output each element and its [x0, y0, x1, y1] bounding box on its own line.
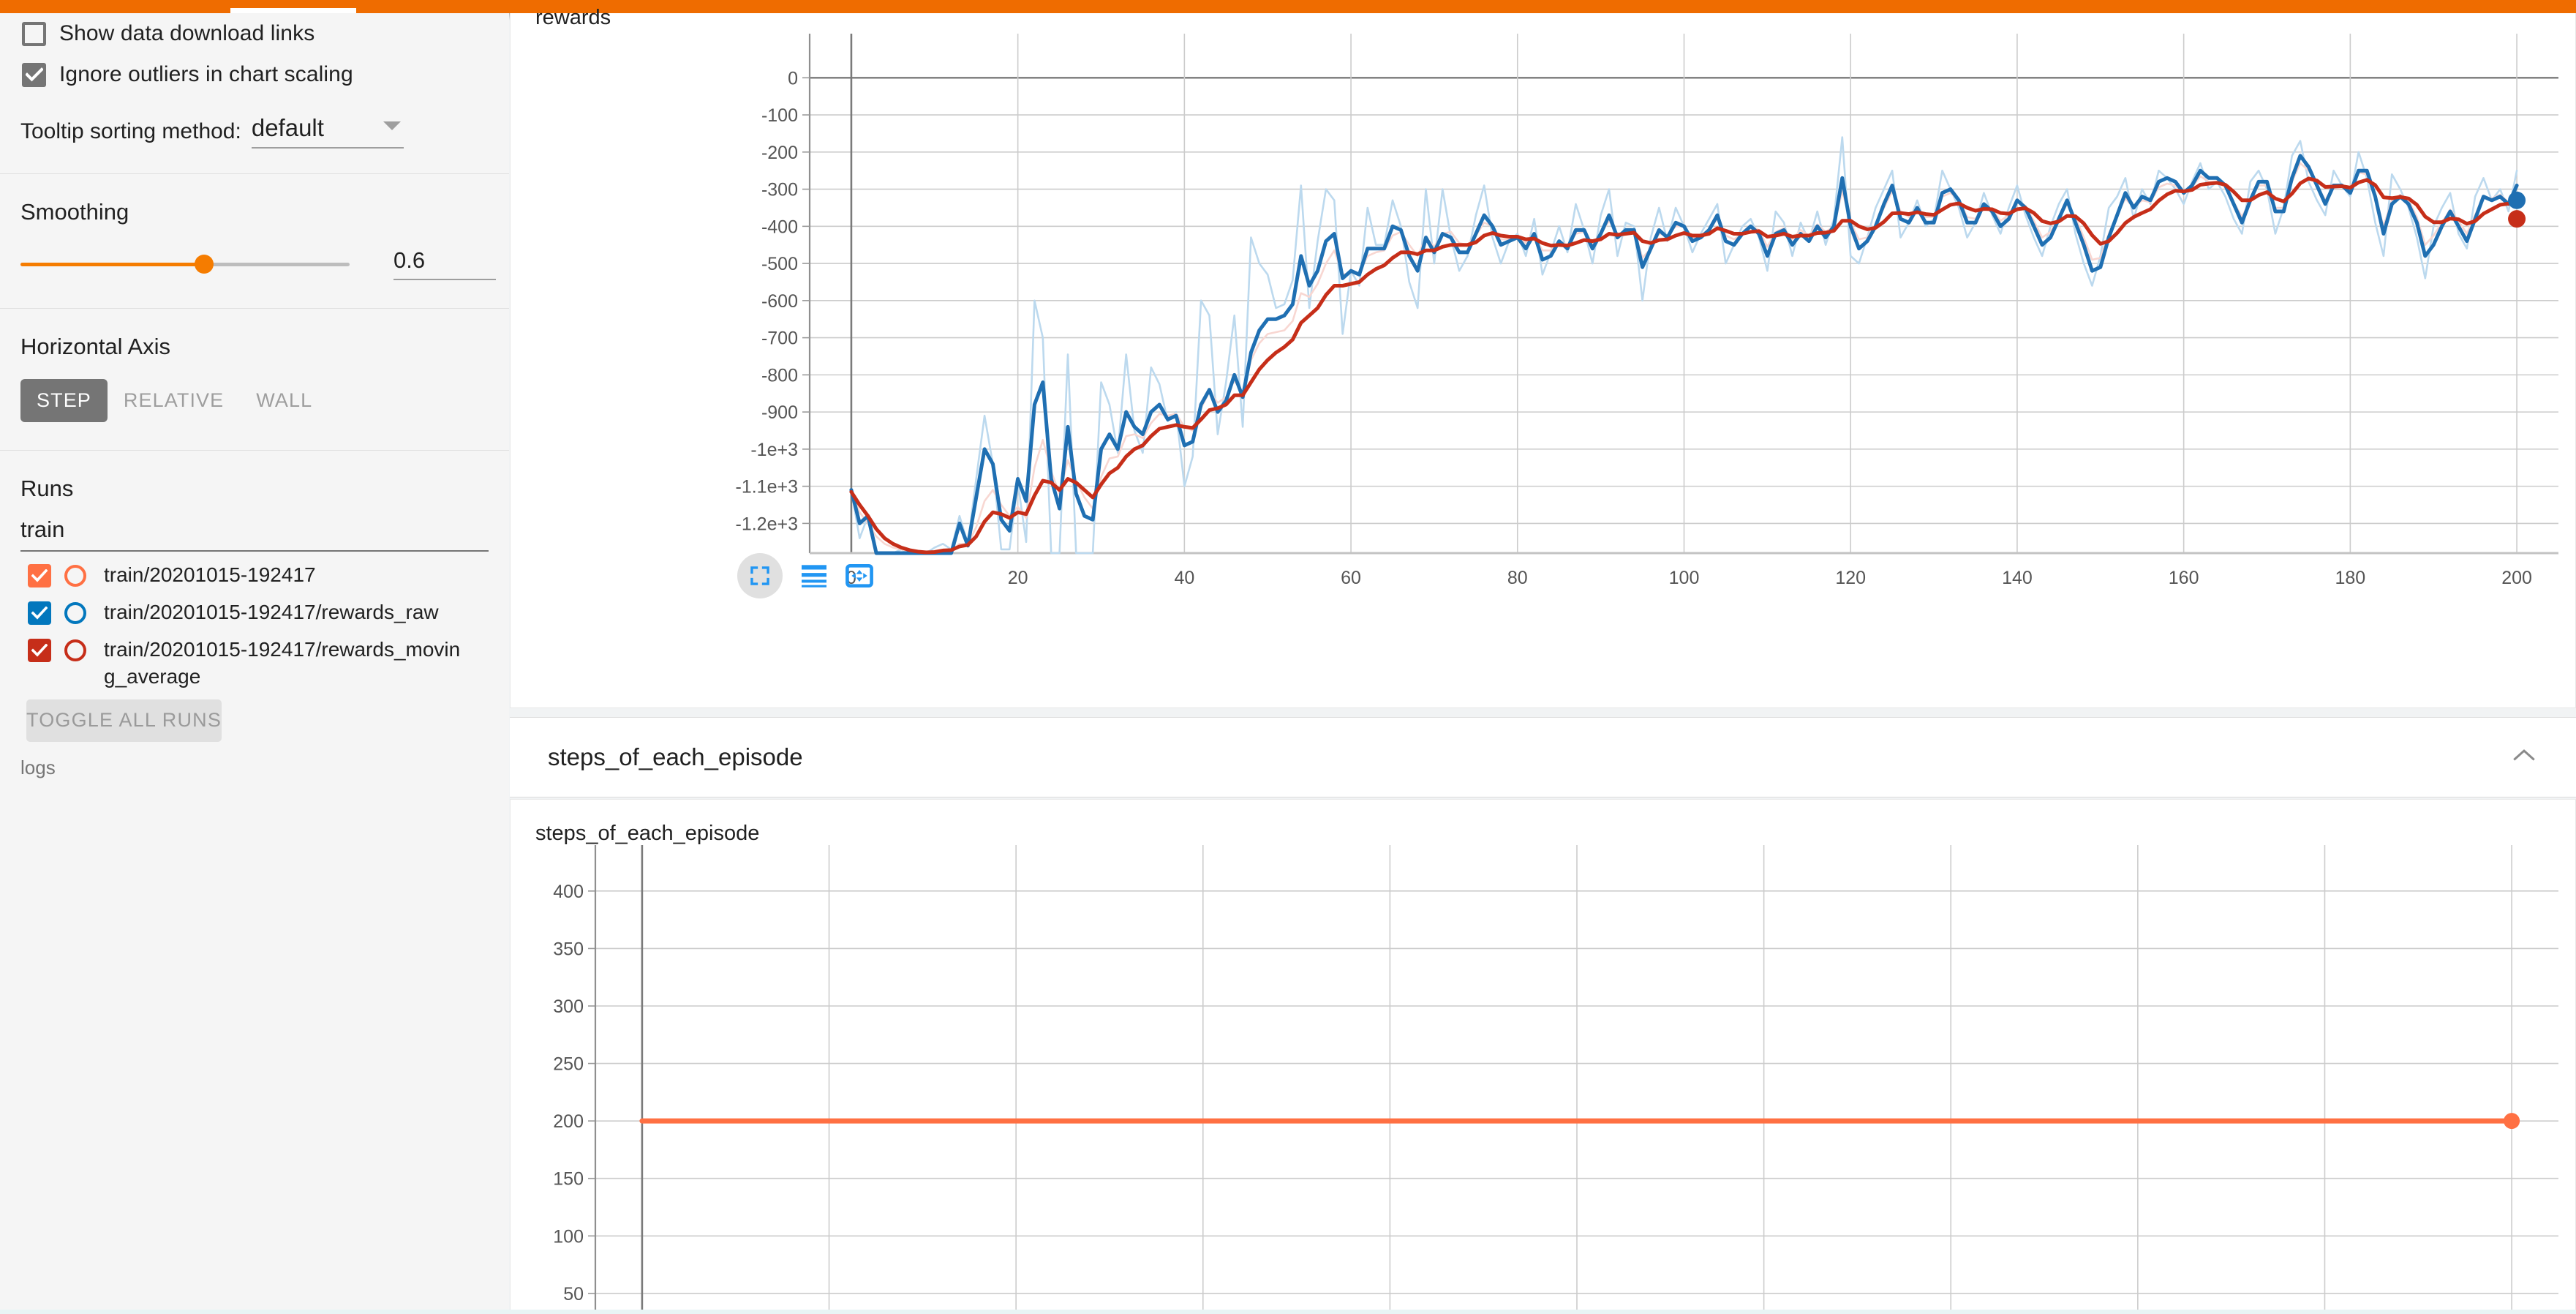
svg-text:100: 100: [553, 1226, 584, 1247]
horizontal-axis-title: Horizontal Axis: [20, 334, 171, 359]
chevron-down-icon[interactable]: [383, 121, 401, 130]
tooltip-sorting-label: Tooltip sorting method:: [20, 119, 241, 143]
svg-text:-400: -400: [761, 217, 798, 237]
svg-text:-1.2e+3: -1.2e+3: [736, 514, 799, 534]
svg-text:60: 60: [1341, 568, 1361, 588]
svg-text:300: 300: [553, 996, 584, 1017]
pan-icon[interactable]: [846, 564, 873, 587]
runs-title: Runs: [20, 476, 74, 501]
svg-text:-700: -700: [761, 328, 798, 349]
run-checkbox-icon[interactable]: [28, 601, 51, 625]
svg-text:-1.1e+3: -1.1e+3: [736, 477, 799, 498]
active-tab-indicator: [230, 8, 356, 13]
run-item-2[interactable]: train/20201015-192417/rewards_moving_ave…: [0, 626, 509, 691]
steps-section-header[interactable]: steps_of_each_episode: [510, 717, 2576, 797]
slider-fill: [20, 262, 202, 266]
svg-text:200: 200: [2501, 568, 2532, 588]
run-item-1[interactable]: train/20201015-192417/rewards_raw: [0, 589, 509, 626]
ignore-outliers-label: Ignore outliers in chart scaling: [59, 62, 353, 86]
svg-text:0: 0: [788, 68, 798, 89]
svg-text:160: 160: [2169, 568, 2199, 588]
run-color-circle-icon[interactable]: [64, 601, 86, 624]
run-label: train/20201015-192417/rewards_moving_ave…: [104, 637, 461, 688]
haxis-relative-button[interactable]: RELATIVE: [108, 379, 240, 422]
slider-thumb[interactable]: [195, 254, 214, 274]
svg-text:20: 20: [1008, 568, 1028, 588]
svg-text:80: 80: [1507, 568, 1528, 588]
run-checkbox-icon[interactable]: [28, 564, 51, 587]
svg-text:-500: -500: [761, 254, 798, 274]
tooltip-sorting-select[interactable]: default: [251, 114, 404, 149]
svg-text:-600: -600: [761, 291, 798, 312]
tooltip-sorting-row: Tooltip sorting method: default: [0, 95, 509, 149]
svg-text:150: 150: [553, 1169, 584, 1190]
run-checkbox-icon[interactable]: [28, 638, 51, 662]
steps-chart-title: steps_of_each_episode: [535, 822, 760, 845]
svg-text:-200: -200: [761, 143, 798, 163]
logs-label: logs: [20, 756, 56, 778]
bottom-edge-strip: [0, 1310, 2576, 1314]
rewards-chart-toolbar: [737, 553, 873, 598]
haxis-step-button[interactable]: STEP: [20, 379, 108, 422]
smoothing-value-input[interactable]: 0.6: [393, 247, 496, 280]
haxis-wall-button[interactable]: WALL: [240, 379, 328, 422]
tooltip-sorting-value: default: [251, 114, 324, 141]
svg-text:-300: -300: [761, 180, 798, 200]
svg-text:350: 350: [553, 939, 584, 959]
svg-text:-800: -800: [761, 365, 798, 386]
rewards-chart-card: rewards 0 -100 -200 -300 -400 -500 -600 -700 -80…: [510, 6, 2576, 708]
run-item-0[interactable]: train/20201015-192417: [0, 552, 509, 589]
divider: [0, 450, 509, 451]
steps-chart-card: steps_of_each_episode 400 350 300 250 200 150…: [510, 799, 2576, 1314]
svg-text:-100: -100: [761, 105, 798, 126]
show-download-links-row[interactable]: Show data download links: [0, 13, 509, 54]
divider: [0, 308, 509, 309]
chevron-up-icon[interactable]: [2512, 748, 2537, 767]
run-color-circle-icon[interactable]: [64, 639, 86, 661]
rewards-chart-plot[interactable]: 0 -100 -200 -300 -400 -500 -600 -700 -800 -900 -1e…: [511, 13, 2576, 650]
steps-section-label: steps_of_each_episode: [548, 743, 803, 770]
fullscreen-icon[interactable]: [737, 553, 783, 598]
divider: [0, 173, 509, 174]
run-label: train/20201015-192417: [104, 563, 316, 586]
runs-filter-input[interactable]: train: [20, 517, 489, 552]
ignore-outliers-row[interactable]: Ignore outliers in chart scaling: [0, 54, 509, 95]
checkbox-icon[interactable]: [22, 21, 46, 46]
svg-text:40: 40: [1174, 568, 1194, 588]
svg-text:100: 100: [1669, 568, 1700, 588]
show-download-links-label: Show data download links: [59, 21, 315, 45]
toggle-all-runs-button[interactable]: TOGGLE ALL RUNS: [26, 699, 222, 742]
steps-chart-plot[interactable]: 400 350 300 250 200 150 100 50: [511, 842, 2576, 1314]
horizontal-axis-buttons: STEP RELATIVE WALL: [0, 360, 509, 422]
data-table-icon[interactable]: [800, 563, 828, 588]
smoothing-title: Smoothing: [20, 199, 129, 225]
main-content: rewards 0 -100 -200 -300 -400 -500 -600 -700 -80…: [510, 6, 2576, 1314]
rewards-chart-title: rewards: [535, 6, 611, 29]
svg-text:-1e+3: -1e+3: [750, 440, 798, 460]
svg-text:-900: -900: [761, 402, 798, 423]
run-color-circle-icon[interactable]: [64, 565, 86, 587]
svg-text:250: 250: [553, 1054, 584, 1075]
svg-text:120: 120: [1835, 568, 1866, 588]
run-label: train/20201015-192417/rewards_raw: [104, 600, 439, 623]
app-top-bar: [0, 0, 2576, 13]
smoothing-row: 0.6: [0, 225, 509, 280]
settings-sidebar: Show data download links Ignore outliers…: [0, 13, 509, 1314]
svg-text:180: 180: [2335, 568, 2365, 588]
smoothing-slider[interactable]: [20, 254, 350, 274]
svg-text:140: 140: [2002, 568, 2033, 588]
svg-text:200: 200: [553, 1111, 584, 1132]
checkbox-checked-icon[interactable]: [22, 62, 46, 87]
svg-text:400: 400: [553, 882, 584, 902]
svg-text:50: 50: [563, 1284, 584, 1304]
